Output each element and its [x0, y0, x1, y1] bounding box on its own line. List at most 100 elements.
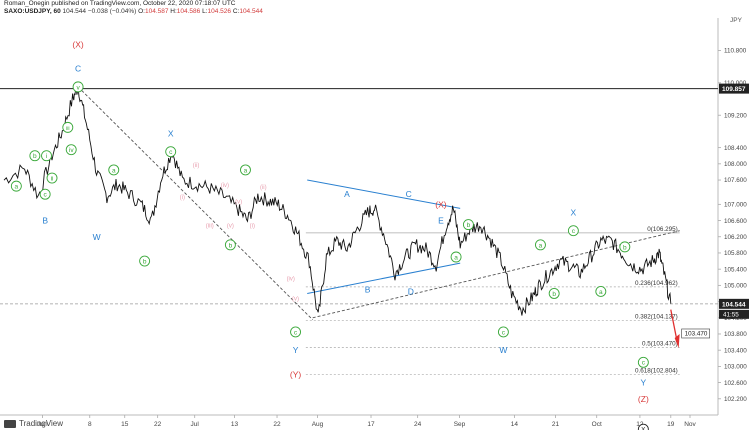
wave-label: (X) — [72, 39, 84, 49]
symbol-label: SAXO:USDJPY, 60 — [4, 8, 61, 15]
y-tick-label: 106.200 — [724, 234, 747, 241]
brand-label: TradingView — [19, 419, 64, 428]
wave-label: c — [294, 329, 298, 336]
wave-label: Y — [293, 345, 299, 355]
change-value: −0.038 (−0.04%) — [87, 8, 137, 15]
x-tick-label: Jul — [191, 421, 200, 428]
wave-label-circle — [46, 172, 58, 184]
wave-label: (iv) — [287, 276, 295, 282]
x-tick-label: 22 — [154, 421, 162, 428]
triangle-lower-line — [307, 262, 461, 294]
wave-label: A — [344, 189, 350, 199]
low-label: L: — [202, 8, 208, 15]
x-tick-label: Aug — [312, 421, 324, 428]
fib-level-label: 0.236(104.962) — [635, 280, 678, 287]
high-value: 104.586 — [176, 8, 201, 15]
y-tick-label: 110.800 — [724, 48, 747, 55]
open-label: O: — [138, 8, 145, 15]
price-level-label: 104.544 — [722, 301, 746, 308]
wave-label: (i) — [180, 195, 185, 201]
x-tick-label: Nov — [684, 421, 696, 428]
wave-label: (v) — [235, 199, 242, 205]
x-tick-label: 13 — [231, 421, 239, 428]
wave-label: (v) — [227, 224, 234, 230]
projection-arrow-head — [674, 333, 680, 349]
wave-label: (ii) — [260, 185, 267, 191]
wave-label: c — [169, 149, 173, 156]
wave-label: B — [365, 284, 371, 294]
x-tick-label: Sep — [454, 421, 466, 428]
wave-label: a — [454, 254, 458, 261]
wave-label: b — [33, 153, 37, 160]
wave-label: c — [572, 228, 576, 235]
wave-label: (Z) — [638, 394, 649, 404]
x-tick-label: 17 — [367, 421, 375, 428]
wave-label: a — [15, 184, 19, 191]
wave-label: (i) — [250, 224, 255, 230]
price-level-label: 109.857 — [722, 86, 746, 93]
y-tick-label: 107.000 — [724, 202, 747, 209]
x-tick-label: 24 — [414, 421, 422, 428]
wave-label-circle — [224, 239, 236, 251]
fib-level-label: 0(106.295) — [647, 226, 677, 233]
wave-label-circle — [450, 251, 462, 263]
y-tick-label: 108.400 — [724, 145, 747, 152]
header-line-1: Roman_Onegin published on TradingView.co… — [4, 0, 236, 7]
wave-label: iii — [66, 126, 69, 132]
y-tick-label: 107.600 — [724, 177, 747, 184]
high-label: H: — [170, 8, 177, 15]
wave-label: c — [502, 329, 506, 336]
x-tick-label: 22 — [273, 421, 281, 428]
wave-label-circle — [567, 225, 579, 237]
close-label: C: — [232, 8, 240, 15]
wave-label-circle — [240, 164, 251, 176]
wave-label: C — [406, 189, 412, 199]
wave-label: v — [76, 84, 80, 91]
wave-label-circle — [619, 241, 631, 253]
footer-brand[interactable]: TradingView — [4, 419, 63, 428]
wave-dash-line — [77, 86, 314, 321]
wave-label: Y — [641, 378, 647, 388]
y-tick-label: 103.800 — [724, 331, 747, 338]
wave-label: ii — [51, 175, 54, 182]
x-tick-label: Oct — [592, 421, 602, 428]
triangle-upper-line — [307, 179, 461, 209]
target-label-box — [681, 328, 711, 339]
x-tick-label: 19 — [667, 421, 675, 428]
wave-label: X — [641, 427, 646, 430]
target-label: 103.470 — [685, 330, 708, 337]
publisher-text: Roman_Onegin published on TradingView.co… — [4, 0, 236, 7]
low-value: 104.526 — [207, 8, 232, 15]
y-tick-label: 106.600 — [724, 218, 747, 225]
wave-label: (Y) — [290, 369, 302, 379]
wave-label: (iii) — [206, 224, 214, 230]
y-tick-label: 103.000 — [724, 364, 747, 371]
fib-level-label: 0.382(104.137) — [635, 313, 678, 320]
y-tick-label: 109.200 — [724, 112, 747, 119]
wave-label-circle — [595, 285, 607, 297]
wave-label: b — [229, 242, 233, 249]
wave-label: C — [75, 64, 81, 74]
wave-label-circle — [497, 326, 509, 338]
y-tick-label: 110.000 — [724, 80, 747, 87]
x-tick-label: 12 — [636, 421, 644, 428]
wave-label: c — [44, 192, 48, 199]
countdown-label: 41:55 — [723, 311, 739, 318]
price-series-line — [3, 87, 672, 316]
price-level-box — [719, 83, 749, 94]
wave-label-circle — [10, 180, 22, 192]
wave-label: i — [46, 153, 47, 160]
wave-label-circle — [548, 288, 560, 299]
y-tick-label: 105.800 — [724, 250, 747, 257]
y-tick-label: 105.400 — [724, 266, 747, 273]
wave-label-circle — [290, 326, 301, 338]
wave-label: (v) — [292, 297, 299, 303]
wave-label-circle — [462, 219, 474, 231]
wave-label-circle — [41, 150, 52, 162]
wave-label-circle — [65, 144, 77, 156]
wave-label: (ii) — [193, 163, 200, 169]
y-tick-label: 103.400 — [724, 347, 747, 354]
wave-label-circle — [535, 239, 546, 251]
wave-label: a — [244, 167, 248, 174]
